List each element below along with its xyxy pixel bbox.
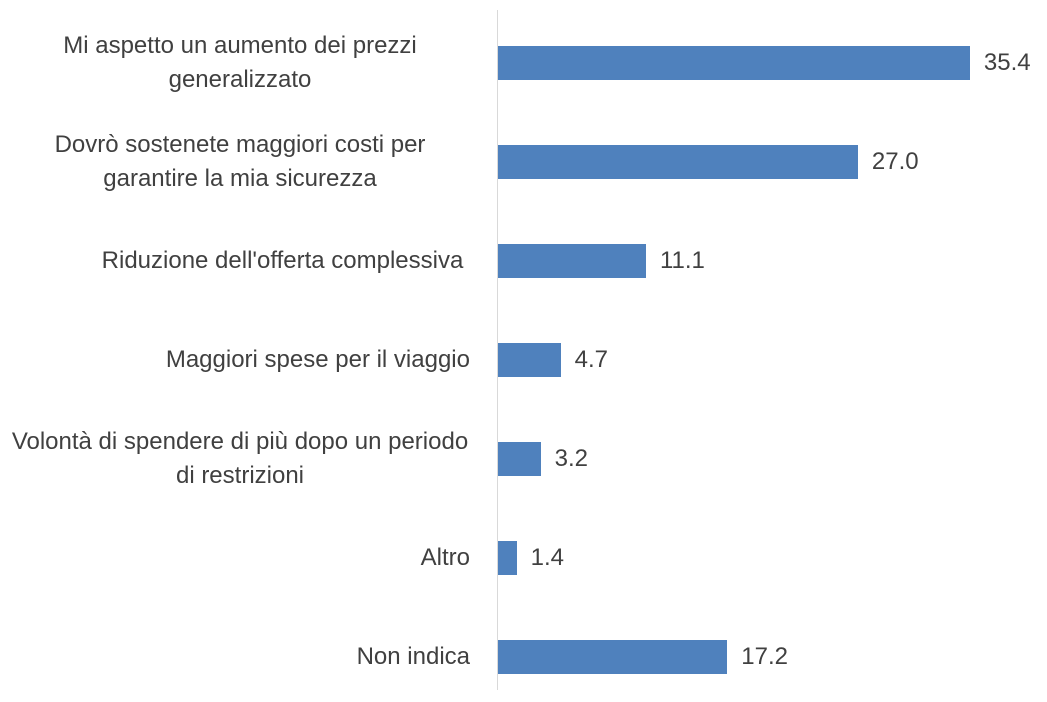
- y-tick-label: Dovrò sostenete maggiori costi per garan…: [0, 122, 470, 202]
- y-tick-label: Maggiori spese per il viaggio: [0, 320, 470, 400]
- y-tick-label: Volontà di spendere di più dopo un perio…: [0, 419, 470, 499]
- bar: [498, 243, 646, 278]
- data-label: 27.0: [871, 147, 919, 175]
- bar: [498, 342, 561, 377]
- category-text: Mi aspetto un aumento dei prezzi general…: [63, 31, 424, 93]
- category-text: Riduzione dell'offerta complessiva: [101, 246, 470, 274]
- category-text: Maggiori spese per il viaggio: [165, 345, 470, 373]
- data-label: 4.7: [574, 345, 609, 373]
- category-axis: [497, 10, 498, 690]
- data-label: 11.1: [659, 246, 705, 274]
- data-label: 17.2: [741, 642, 788, 670]
- bar: [498, 441, 541, 476]
- y-tick-label: Non indica: [0, 617, 470, 697]
- category-text: Dovrò sostenete maggiori costi per garan…: [54, 130, 433, 192]
- y-tick-label: Mi aspetto un aumento dei prezzi general…: [0, 23, 470, 103]
- category-text: Altro: [420, 543, 470, 571]
- y-tick-label: Riduzione dell'offerta complessiva: [0, 221, 470, 301]
- bar: [498, 45, 970, 80]
- y-tick-label: Altro: [0, 518, 470, 598]
- data-label: 3.2: [554, 444, 589, 472]
- category-text: Volontà di spendere di più dopo un perio…: [11, 427, 475, 489]
- category-text: Non indica: [356, 642, 470, 670]
- data-label: 35.4: [983, 48, 1031, 76]
- bar: [498, 639, 728, 674]
- bar: [498, 144, 858, 179]
- data-label: 1.4: [530, 543, 565, 571]
- bar: [498, 540, 517, 575]
